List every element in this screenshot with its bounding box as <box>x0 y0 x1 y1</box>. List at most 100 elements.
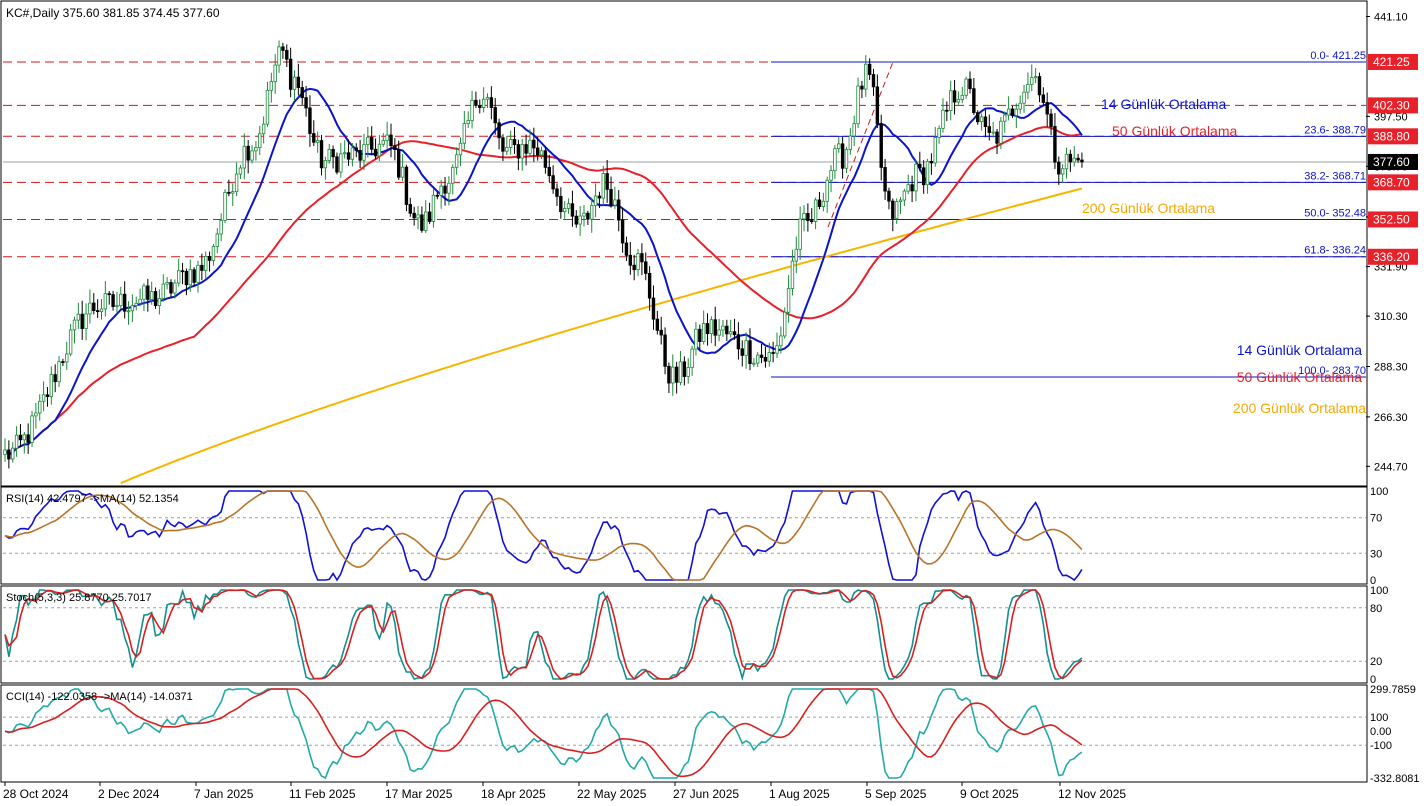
candle-body-141 <box>547 166 551 177</box>
candle-body-250 <box>968 78 972 90</box>
candle-body-27 <box>107 293 111 296</box>
candle-body-238 <box>921 167 926 186</box>
candle-body-131 <box>508 139 513 148</box>
candle-body-212 <box>821 200 826 207</box>
price-panel: 0.0- 421.25 23.6- 388.79 38.2- 368.71 50.0-… <box>0 0 1368 487</box>
candle-body-226 <box>875 86 880 125</box>
candle-body-101 <box>393 145 397 150</box>
candle-body-91 <box>354 147 358 151</box>
candle-body-106 <box>412 212 416 219</box>
candle-body-138 <box>535 147 540 156</box>
candle-body-51 <box>200 264 204 271</box>
candle-body-90 <box>350 147 355 160</box>
candle-body-92 <box>358 150 362 161</box>
candle-body-214 <box>829 170 833 181</box>
candle-body-80 <box>312 133 316 143</box>
candle-body-20 <box>80 313 84 329</box>
stoch-line-1 <box>4 589 1083 680</box>
candle-body-159 <box>617 199 621 221</box>
candle-body-216 <box>837 143 841 150</box>
x-tick-2: 7 Jan 2025 <box>194 787 254 801</box>
cci-tick-4: -332.8081 <box>1370 773 1420 785</box>
candle-body-95 <box>369 136 374 150</box>
candle-body-36 <box>142 285 146 300</box>
candle-body-254 <box>983 116 988 128</box>
candle-body-113 <box>439 185 443 196</box>
candle-body-244 <box>945 109 949 112</box>
candle-body-208 <box>806 213 810 222</box>
candle-body-73 <box>285 49 289 60</box>
candle-body-276 <box>1068 153 1073 163</box>
candle-body-236 <box>914 163 918 192</box>
price-tick-6: 288.30 <box>1374 361 1408 373</box>
x-tick-6: 22 May 2025 <box>577 787 647 801</box>
candle-body-107 <box>416 214 420 219</box>
candle-body-119 <box>462 123 467 144</box>
x-tick-9: 5 Sep 2025 <box>865 787 927 801</box>
rsi-line-0 <box>4 490 1083 582</box>
candle-body-246 <box>952 90 957 103</box>
candle-body-93 <box>362 144 366 161</box>
rsi-tick-0: 100 <box>1370 486 1388 498</box>
cci-tick-3: -100 <box>1370 740 1392 752</box>
candle-body-160 <box>620 219 625 244</box>
candle-body-137 <box>532 139 536 149</box>
candle-body-109 <box>424 211 428 231</box>
candle-body-100 <box>389 134 393 147</box>
candle-body-144 <box>559 195 563 213</box>
candle-body-140 <box>543 150 548 168</box>
candle-body-183 <box>709 319 714 335</box>
candle-body-253 <box>979 116 984 123</box>
candle-body-222 <box>860 85 864 90</box>
rsi-tick-2: 30 <box>1370 548 1382 560</box>
candle-body-225 <box>871 74 876 88</box>
stochastic-panel: Stoch(5,3,3) 25.8770 25.7017 <box>0 585 1368 684</box>
candle-body-145 <box>563 208 567 213</box>
candle-body-59 <box>231 191 235 194</box>
candle-body-62 <box>242 145 247 169</box>
candle-body-157 <box>609 189 613 206</box>
candle-body-68 <box>265 89 270 125</box>
candle-body-34 <box>134 302 138 307</box>
legend-ma50: 50 Günlük Ortalama <box>1237 369 1362 385</box>
candle-body-175 <box>678 361 683 383</box>
candle-body-87 <box>339 153 343 173</box>
candle-body-9 <box>38 400 42 414</box>
price-flag-bg-0 <box>1368 53 1418 70</box>
candle-body-243 <box>941 109 945 129</box>
candle-body-33 <box>130 305 135 312</box>
candle-body-263 <box>1018 102 1022 110</box>
candle-body-122 <box>474 99 478 106</box>
candle-body-44 <box>173 282 177 294</box>
moving-averages <box>4 87 1083 485</box>
candle-body-266 <box>1030 77 1034 85</box>
candle-body-164 <box>636 253 640 271</box>
cci-label: CCI(14) -122.0358 ->MA(14) -14.0371 <box>6 691 193 703</box>
price-tick-5: 310.30 <box>1374 311 1408 323</box>
candle-body-235 <box>910 184 914 192</box>
candle-body-218 <box>844 149 849 169</box>
candle-body-41 <box>161 283 165 299</box>
candle-body-170 <box>659 329 663 336</box>
candle-body-177 <box>686 367 690 377</box>
stoch-tick-3: 0 <box>1370 674 1376 686</box>
candle-body-129 <box>501 137 505 152</box>
candle-body-50 <box>196 264 200 283</box>
candle-body-18 <box>72 319 77 331</box>
candle-body-75 <box>292 76 297 90</box>
candle-body-161 <box>624 242 629 256</box>
price-flag-0: 421.25 <box>1373 55 1410 69</box>
candle-body-249 <box>964 78 968 96</box>
cci-line-1 <box>4 688 1083 778</box>
candle-body-202 <box>783 311 787 337</box>
candle-body-69 <box>269 81 274 91</box>
x-tick-7: 27 Jun 2025 <box>673 787 739 801</box>
candle-body-3 <box>14 434 19 449</box>
candle-body-200 <box>775 345 779 354</box>
price-flag-5: 352.50 <box>1373 212 1410 226</box>
candle-body-251 <box>972 88 976 114</box>
candle-body-14 <box>57 361 61 383</box>
stoch-line-0 <box>4 588 1083 681</box>
candle-body-165 <box>640 253 644 263</box>
candle-body-275 <box>1064 153 1069 170</box>
